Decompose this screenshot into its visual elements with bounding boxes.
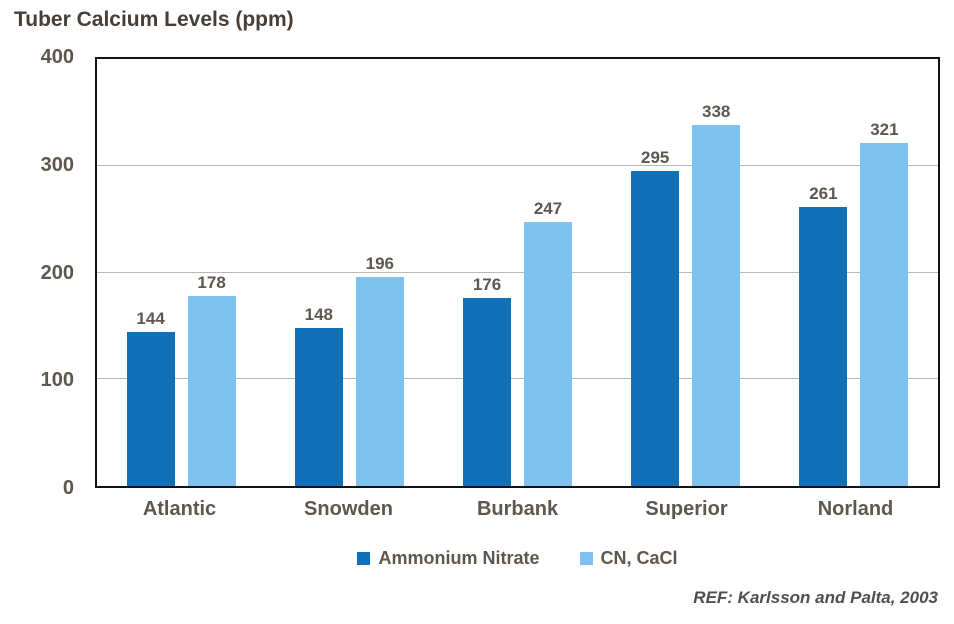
bar-cn-cacl-burbank: [524, 222, 572, 486]
bar-ammonium-nitrate-burbank: [463, 298, 511, 486]
bar-wrap: 196: [355, 59, 404, 486]
x-category-label-burbank: Burbank: [476, 498, 559, 520]
gridline: [97, 164, 938, 166]
bar-group-atlantic: 144 178: [97, 59, 265, 486]
y-tick-label: 200: [40, 261, 74, 284]
x-category-label-norland: Norland: [817, 498, 894, 520]
legend-item-ammonium-nitrate: Ammonium Nitrate: [357, 548, 540, 569]
bar-group-burbank: 176 247: [433, 59, 601, 486]
bar-group-norland: 261 321: [770, 59, 938, 486]
bar-cn-cacl-norland: [860, 143, 909, 486]
bar-wrap: 295: [631, 59, 680, 486]
bar-group-superior: 295 338: [602, 59, 770, 486]
reference-note: REF: Karlsson and Palta, 2003: [693, 588, 938, 607]
gridline: [97, 378, 938, 380]
legend-label: CN, CaCl: [600, 548, 678, 568]
plot-area: 144 178 148 196 176 247 295 338 261 321: [95, 57, 940, 488]
bar-groups: 144 178 148 196 176 247 295 338 261 321: [97, 59, 938, 486]
bar-value-label: 144: [136, 309, 165, 329]
bar-wrap: 148: [294, 59, 343, 486]
bar-wrap: 261: [799, 59, 848, 486]
bar-value-label: 148: [304, 305, 333, 325]
bar-value-label: 261: [809, 184, 838, 204]
bar-ammonium-nitrate-snowden: [294, 328, 343, 486]
y-tick-label: 400: [40, 46, 74, 68]
bar-wrap: 144: [126, 59, 175, 486]
x-category-label-superior: Superior: [645, 498, 728, 520]
chart-title: Tuber Calcium Levels (ppm): [14, 8, 294, 31]
bar-ammonium-nitrate-norland: [799, 207, 848, 486]
bar-wrap: 247: [524, 59, 572, 486]
legend-swatch-icon: [357, 552, 371, 565]
y-tick-label: 300: [40, 153, 74, 176]
y-tick-label: 100: [40, 369, 74, 392]
y-axis: 0 100 200 300 400: [0, 47, 84, 498]
bar-wrap: 176: [463, 59, 511, 486]
y-tick-label: 0: [62, 477, 74, 499]
bar-value-label: 178: [197, 273, 226, 292]
legend-swatch-icon: [579, 552, 593, 565]
gridline: [97, 271, 938, 273]
bar-value-label: 321: [870, 120, 899, 140]
bar-cn-cacl-snowden: [355, 276, 404, 486]
bar-group-snowden: 148 196: [265, 59, 433, 486]
x-category-label-atlantic: Atlantic: [142, 498, 217, 520]
x-category-label-snowden: Snowden: [304, 498, 393, 520]
bar-ammonium-nitrate-atlantic: [126, 332, 175, 486]
bar-value-label: 176: [472, 275, 502, 295]
bar-value-label: 295: [641, 148, 670, 168]
legend-item-cn-cacl: CN, CaCl: [579, 548, 678, 569]
bar-wrap: 338: [692, 59, 741, 486]
legend: Ammonium Nitrate CN, CaCl: [95, 548, 940, 569]
bar-value-label: 196: [365, 253, 394, 273]
bar-cn-cacl-superior: [692, 125, 741, 486]
x-axis-labels: Atlantic Snowden Burbank Superior Norland: [95, 498, 940, 521]
bar-wrap: 321: [860, 59, 909, 486]
bar-value-label: 338: [702, 102, 731, 122]
bar-value-label: 247: [533, 199, 563, 219]
bar-wrap: 178: [187, 59, 236, 486]
bar-cn-cacl-atlantic: [187, 296, 236, 486]
legend-label: Ammonium Nitrate: [378, 548, 540, 568]
bar-ammonium-nitrate-superior: [631, 171, 680, 486]
